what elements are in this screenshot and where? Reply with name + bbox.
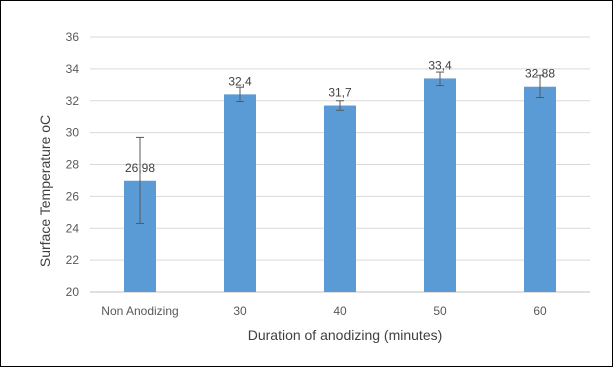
data-label: 33,4 bbox=[428, 58, 452, 72]
x-tick-label: 30 bbox=[233, 304, 247, 318]
error-bars bbox=[136, 71, 544, 224]
y-axis-title: Surface Temperature oC bbox=[37, 115, 53, 267]
y-tick-label: 22 bbox=[66, 253, 80, 267]
x-tick-label: 50 bbox=[433, 304, 447, 318]
error-bar bbox=[136, 136, 144, 224]
y-tick-label: 28 bbox=[66, 158, 80, 172]
x-tick-labels: Non Anodizing 30 40 50 60 bbox=[101, 304, 547, 318]
y-tick-label: 30 bbox=[66, 126, 80, 140]
data-label: 26,98 bbox=[125, 161, 155, 175]
y-tick-label: 36 bbox=[66, 30, 80, 44]
data-label: 32,88 bbox=[525, 67, 555, 81]
x-tick-label: 60 bbox=[533, 304, 547, 318]
y-tick-labels: 20 22 24 26 28 30 32 34 36 bbox=[66, 30, 80, 299]
data-label: 32,4 bbox=[228, 74, 252, 88]
bars bbox=[124, 78, 556, 292]
y-tick-label: 24 bbox=[66, 221, 80, 235]
error-bar bbox=[536, 74, 544, 99]
error-bar bbox=[436, 71, 444, 87]
error-bar bbox=[336, 100, 344, 111]
y-tick-label: 20 bbox=[66, 285, 80, 299]
data-labels: 26,98 32,4 31,7 33,4 32,88 bbox=[125, 58, 555, 174]
x-tick-label: 40 bbox=[333, 304, 347, 318]
y-tick-label: 26 bbox=[66, 189, 80, 203]
bar bbox=[224, 94, 256, 292]
x-axis-title: Duration of anodizing (minutes) bbox=[248, 327, 443, 343]
y-tick-label: 32 bbox=[66, 94, 80, 108]
bar bbox=[424, 78, 456, 292]
data-label: 31,7 bbox=[328, 86, 352, 100]
bar bbox=[324, 105, 356, 292]
bar bbox=[524, 86, 556, 292]
error-bar bbox=[236, 86, 244, 103]
x-tick-label: Non Anodizing bbox=[101, 304, 178, 318]
y-tick-label: 34 bbox=[66, 62, 80, 76]
